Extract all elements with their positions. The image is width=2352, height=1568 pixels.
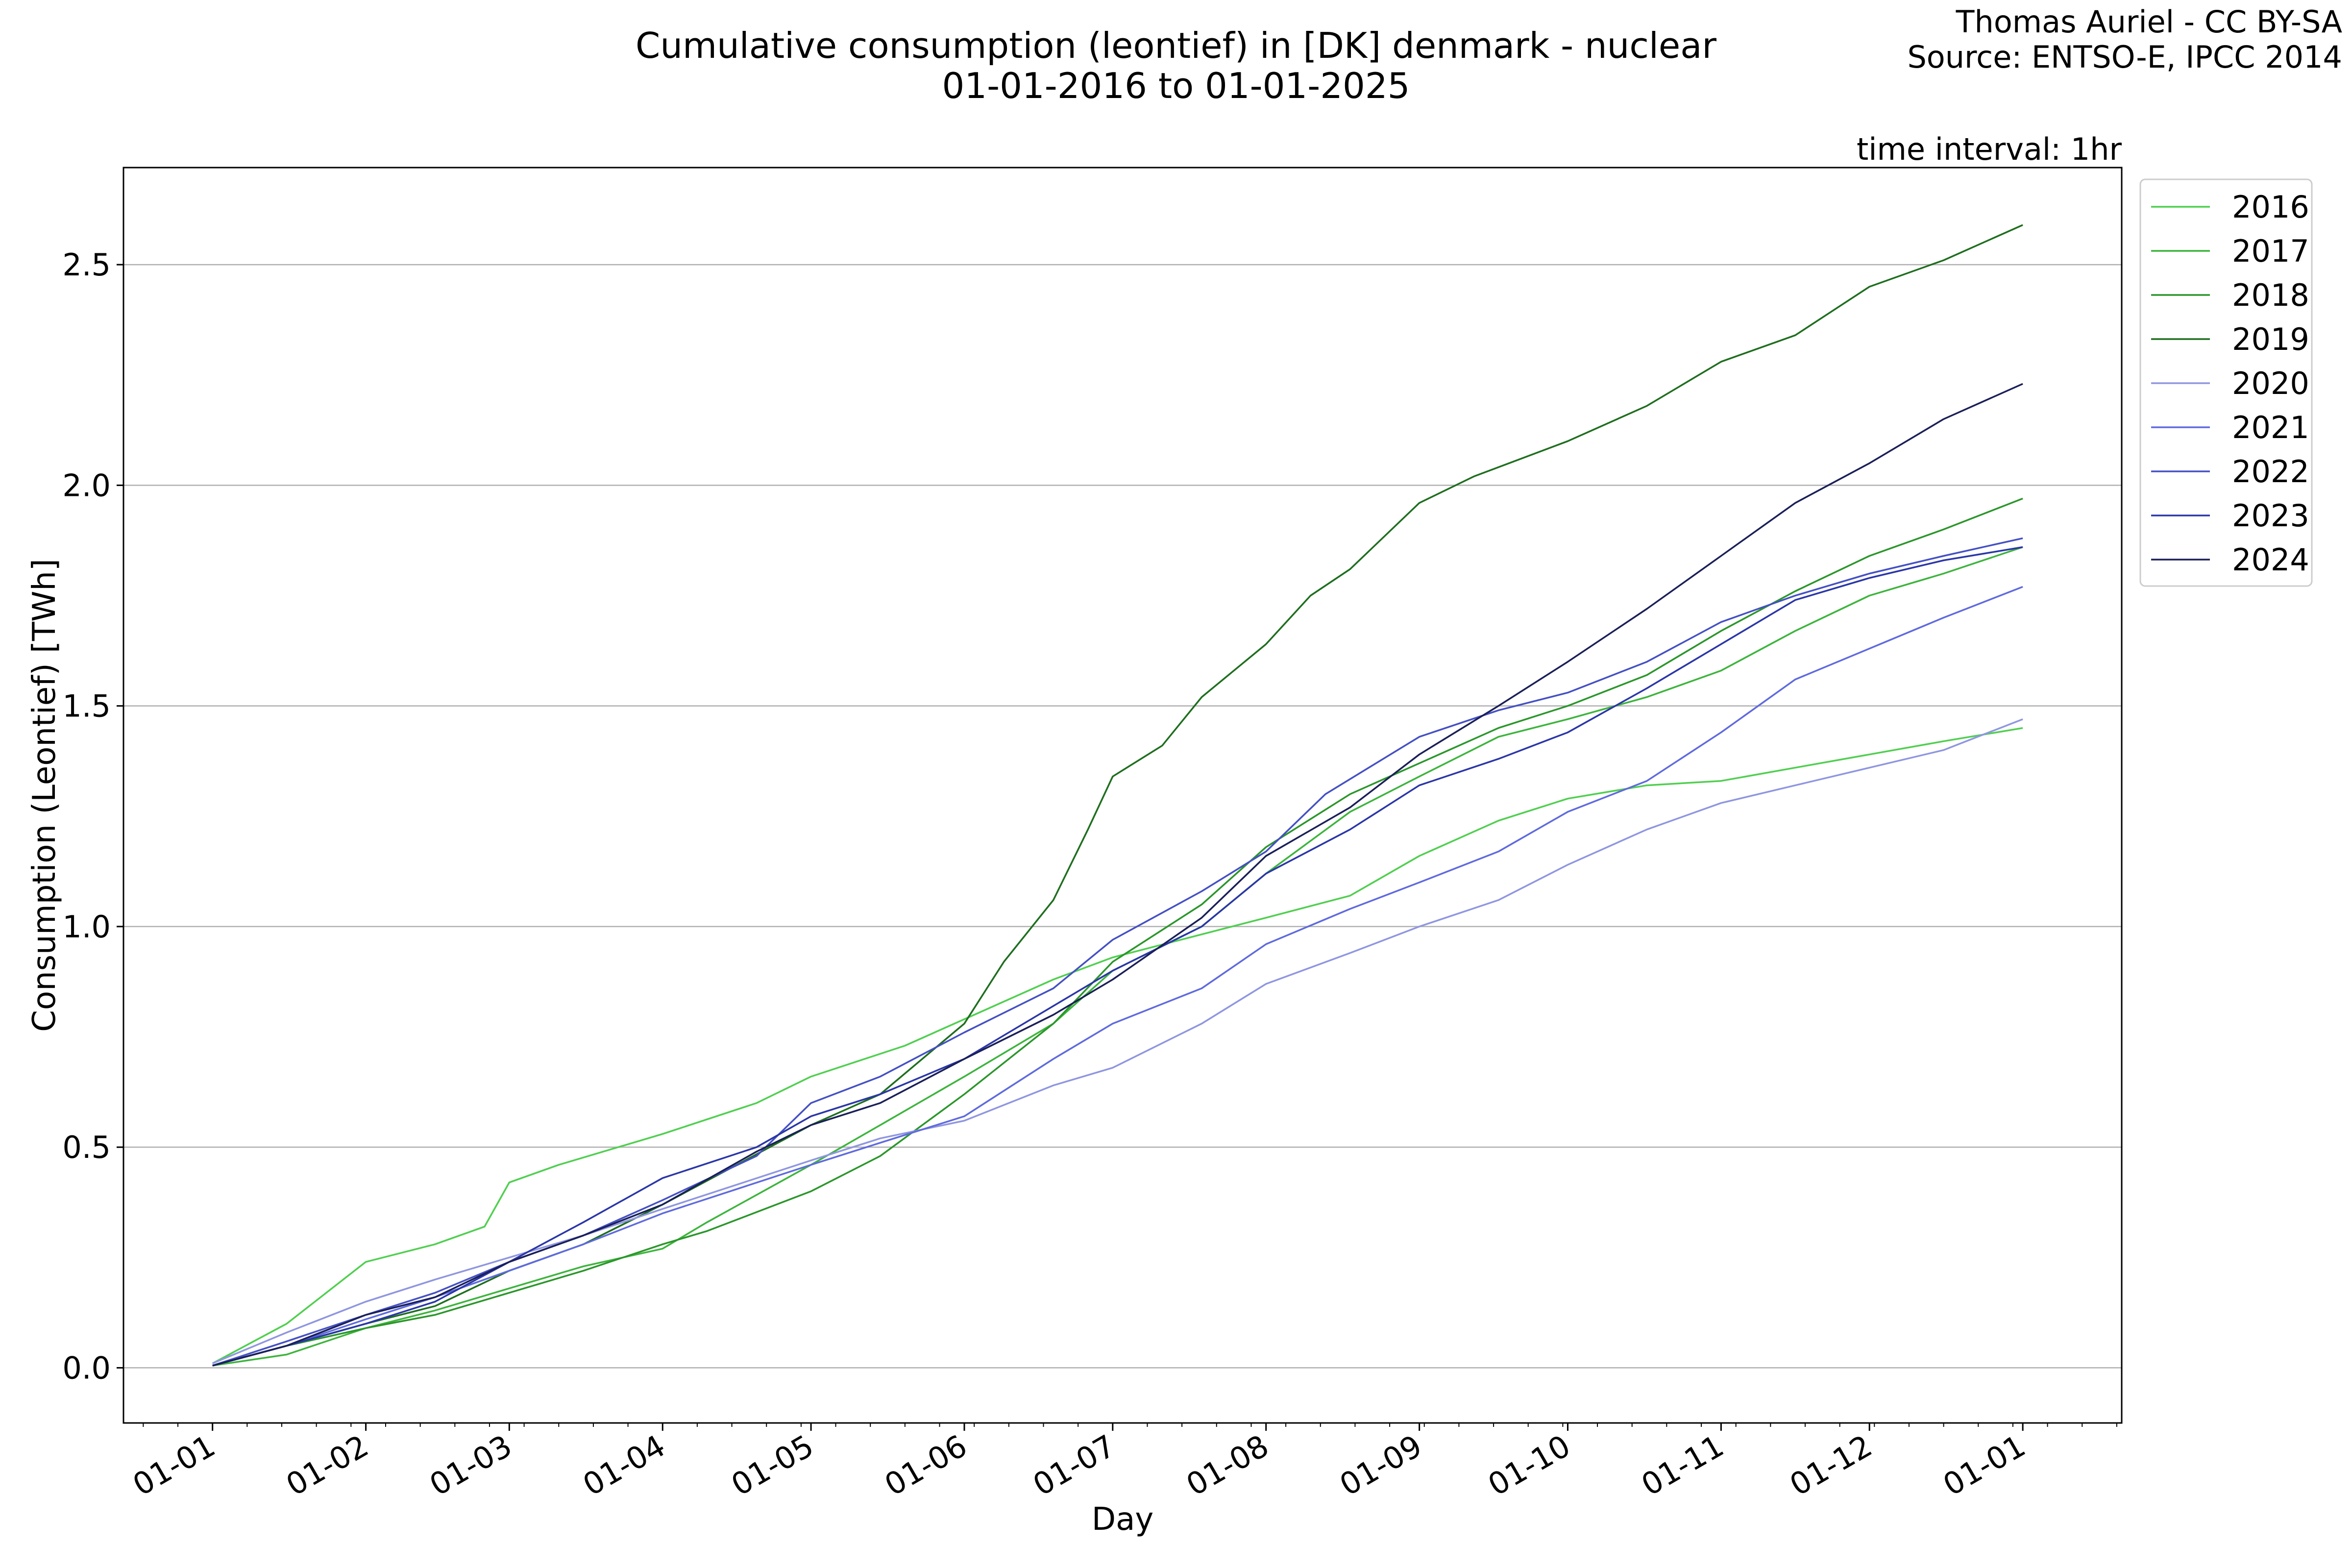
series-line-2020	[212, 718, 2023, 1365]
plot-series	[212, 224, 2023, 1367]
legend-label-2022: 2022	[2232, 454, 2309, 490]
credit-author: Thomas Auriel - CC BY-SA	[1956, 4, 2342, 40]
legend-frame	[2139, 178, 2313, 587]
legend-label-2019: 2019	[2232, 321, 2309, 357]
legend-label-2021: 2021	[2232, 410, 2309, 445]
plot-frame	[122, 167, 2123, 1424]
y-axis-label: Consumption (Leontief) [TWh]	[26, 559, 63, 1032]
legend-label-2023: 2023	[2232, 498, 2309, 534]
y-tick-label: 0.5	[62, 1129, 111, 1165]
series-line-2018	[212, 497, 2023, 1367]
y-tick-label: 0.0	[62, 1350, 111, 1386]
y-tick-label: 2.5	[62, 247, 111, 283]
legend: 2016 2017 2018 2019 2020 2021 2022 2023 2024	[2139, 178, 2313, 587]
y-tick-label: 1.0	[62, 909, 111, 945]
y-axis-ticks: 0.0 0.5 1.0 1.5 2.0 2.5	[62, 247, 123, 1386]
x-axis-label: Day	[1092, 1501, 1153, 1538]
legend-label-2018: 2018	[2232, 277, 2309, 313]
time-interval-label: time interval: 1hr	[1857, 131, 2122, 167]
chart-title-line1: Cumulative consumption (leontief) in [DK…	[636, 25, 1716, 66]
legend-label-2016: 2016	[2232, 189, 2309, 225]
legend-label-2020: 2020	[2232, 366, 2309, 401]
y-tick-label: 1.5	[62, 688, 111, 724]
credit-source: Source: ENTSO-E, IPCC 2014	[1907, 39, 2342, 75]
series-line-2016	[212, 727, 2023, 1364]
series-line-2021	[212, 586, 2023, 1367]
grid-lines	[123, 264, 2122, 1369]
legend-label-2017: 2017	[2232, 233, 2309, 269]
series-line-2024	[212, 383, 2023, 1367]
chart-title-line2: 01-01-2016 to 01-01-2025	[942, 65, 1410, 106]
legend-label-2024: 2024	[2232, 542, 2309, 578]
y-tick-label: 2.0	[62, 467, 111, 503]
